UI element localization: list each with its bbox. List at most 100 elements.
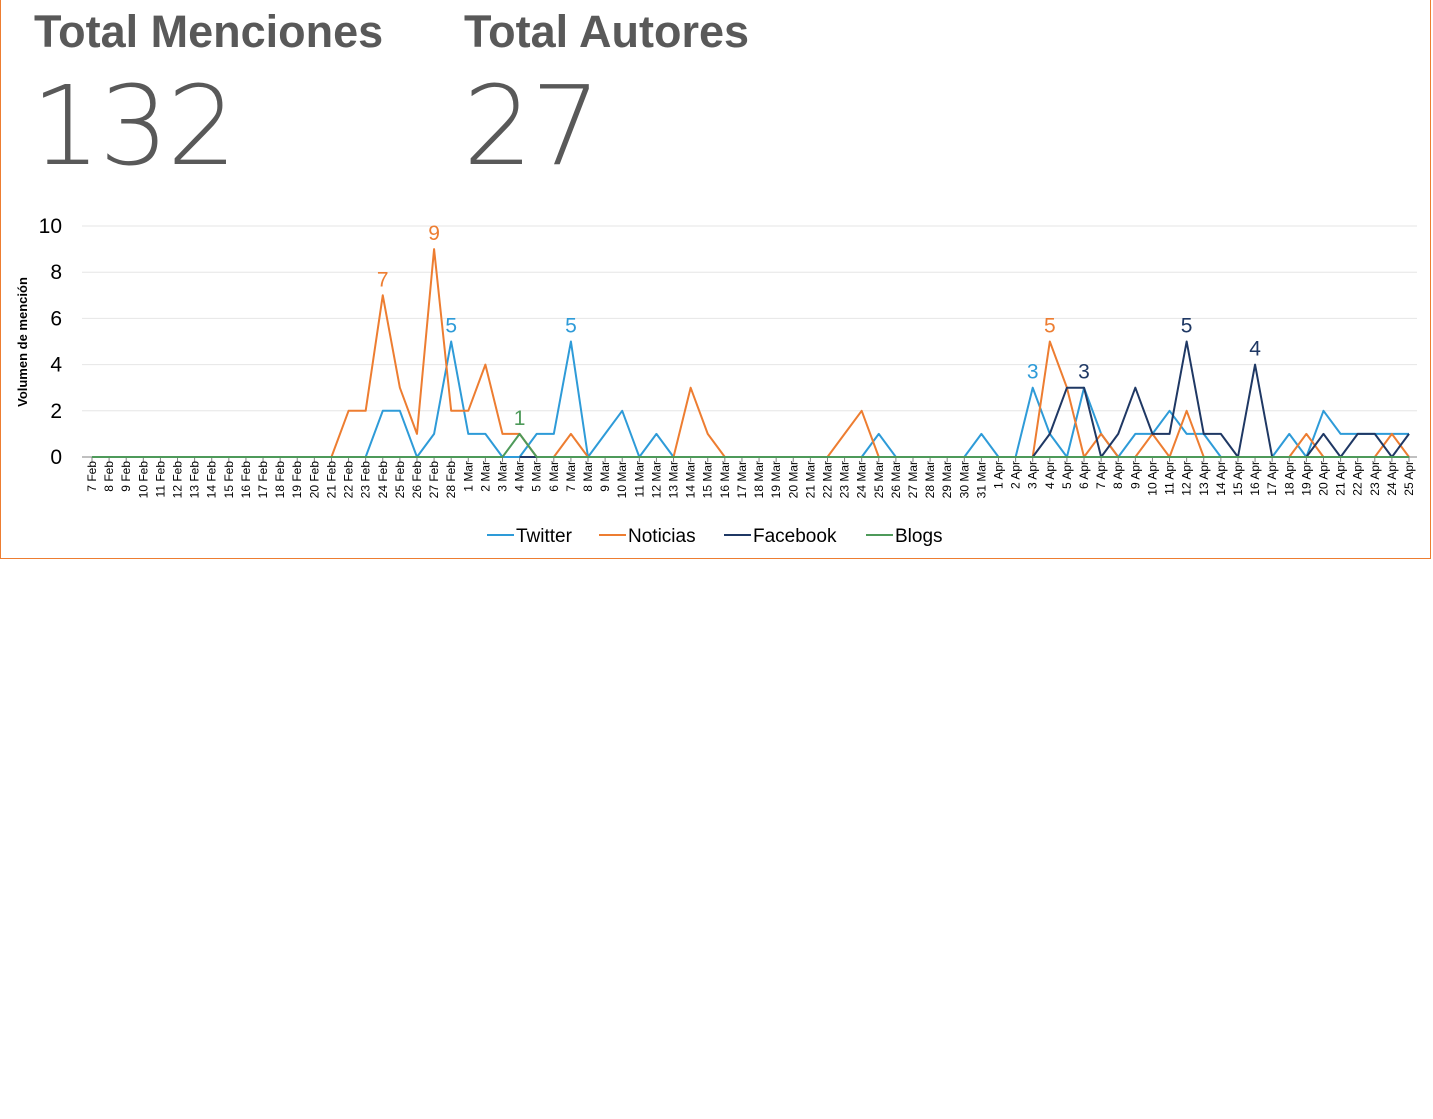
- x-tick-label: 14 Apr: [1214, 461, 1228, 496]
- x-tick-label: 10 Mar: [615, 461, 629, 498]
- x-tick-label: 10 Feb: [136, 461, 150, 499]
- x-tick-label: 20 Mar: [786, 461, 800, 498]
- chart-gridlines: [82, 225, 1417, 412]
- x-tick-label: 23 Apr: [1368, 461, 1382, 496]
- x-tick-label: 20 Apr: [1316, 461, 1330, 496]
- chart-series: [92, 248, 1410, 458]
- x-tick-label: 31 Mar: [974, 461, 988, 498]
- x-tick-label: 17 Feb: [256, 461, 270, 499]
- chart-legend[interactable]: Twitter Noticias Facebook Blogs: [487, 526, 943, 547]
- x-tick-label: 11 Feb: [153, 461, 167, 498]
- data-label: 7: [377, 268, 389, 291]
- legend-item-twitter[interactable]: Twitter: [487, 526, 573, 547]
- x-tick-label: 16 Apr: [1248, 461, 1262, 496]
- x-tick-label: 6 Mar: [547, 461, 561, 492]
- x-tick-label: 4 Mar: [513, 461, 527, 492]
- x-tick-label: 13 Apr: [1197, 461, 1211, 496]
- data-label: 9: [428, 222, 440, 245]
- legend-label: Twitter: [516, 526, 573, 547]
- x-tick-label: 25 Apr: [1402, 461, 1416, 496]
- x-tick-label: 3 Mar: [495, 461, 509, 492]
- x-tick-label: 25 Feb: [393, 461, 407, 499]
- x-tick-label: 19 Apr: [1299, 461, 1313, 496]
- y-tick-label: 4: [50, 354, 62, 377]
- x-tick-label: 5 Apr: [1060, 461, 1074, 489]
- x-tick-label: 15 Feb: [222, 461, 236, 499]
- x-tick-label: 28 Feb: [444, 461, 458, 499]
- data-label: 5: [445, 315, 457, 338]
- x-tick-label: 18 Mar: [752, 461, 766, 498]
- x-tick-label: 9 Apr: [1128, 461, 1142, 489]
- x-tick-label: 18 Feb: [273, 461, 287, 499]
- x-tick-label: 17 Mar: [735, 461, 749, 498]
- x-tick-label: 8 Apr: [1111, 461, 1125, 489]
- legend-item-noticias[interactable]: Noticias: [599, 526, 696, 547]
- x-tick-label: 13 Mar: [667, 461, 681, 498]
- series-line-blogs: [92, 432, 1409, 458]
- x-tick-label: 21 Feb: [324, 461, 338, 499]
- y-tick-label: 8: [50, 261, 62, 284]
- y-axis-label: Volumen de mención: [15, 277, 30, 407]
- x-tick-label: 30 Mar: [957, 461, 971, 498]
- x-tick-label: 14 Feb: [205, 461, 219, 499]
- legend-label: Noticias: [628, 526, 696, 547]
- x-tick-label: 16 Mar: [718, 461, 732, 498]
- data-label: 4: [1249, 338, 1261, 361]
- legend-label: Facebook: [753, 526, 837, 547]
- x-tick-label: 8 Feb: [102, 461, 116, 492]
- x-tick-label: 22 Apr: [1351, 461, 1365, 496]
- x-tick-label: 18 Apr: [1282, 461, 1296, 496]
- x-tick-label: 13 Feb: [188, 461, 202, 499]
- x-tick-label: 2 Apr: [1009, 461, 1023, 489]
- x-tick-label: 7 Mar: [564, 461, 578, 492]
- x-tick-label: 27 Mar: [906, 461, 920, 498]
- x-tick-label: 8 Mar: [581, 461, 595, 492]
- legend-item-blogs[interactable]: Blogs: [866, 526, 943, 547]
- x-tick-label: 9 Feb: [119, 461, 133, 492]
- x-tick-label: 11 Apr: [1163, 461, 1177, 495]
- x-tick-label: 12 Feb: [171, 461, 185, 499]
- x-tick-label: 26 Mar: [889, 461, 903, 498]
- data-label: 5: [1044, 315, 1056, 338]
- x-tick-label: 21 Apr: [1334, 461, 1348, 496]
- x-tick-label: 23 Feb: [359, 461, 373, 499]
- total-authors-label: Total Autores: [464, 6, 750, 57]
- data-label: 5: [565, 315, 577, 338]
- x-tick-label: 6 Apr: [1077, 461, 1091, 489]
- x-tick-label: 5 Mar: [530, 461, 544, 492]
- series-line-twitter: [92, 340, 1409, 458]
- legend-item-facebook[interactable]: Facebook: [724, 526, 837, 547]
- x-tick-label: 10 Apr: [1145, 461, 1159, 496]
- x-tick-label: 22 Feb: [342, 461, 356, 499]
- total-mentions-label: Total Menciones: [34, 6, 384, 57]
- x-tick-label: 17 Apr: [1265, 461, 1279, 496]
- y-tick-label: 2: [50, 400, 62, 423]
- series-line-noticias: [92, 248, 1410, 458]
- total-authors-value: 27: [463, 62, 601, 190]
- x-tick-label: 2 Mar: [478, 461, 492, 492]
- x-tick-label: 15 Apr: [1231, 461, 1245, 496]
- x-tick-label: 29 Mar: [940, 461, 954, 498]
- x-tick-label: 4 Apr: [1043, 461, 1057, 489]
- x-tick-label: 21 Mar: [803, 461, 817, 498]
- x-tick-label: 15 Mar: [701, 461, 715, 498]
- x-tick-label: 23 Mar: [838, 461, 852, 498]
- x-tick-label: 20 Feb: [307, 461, 321, 499]
- x-tick-label: 28 Mar: [923, 461, 937, 498]
- data-label: 1: [514, 407, 526, 430]
- y-axis: 0 2 4 6 8 10: [39, 215, 63, 469]
- x-tick-label: 12 Apr: [1180, 461, 1194, 496]
- x-tick-label: 19 Mar: [769, 461, 783, 498]
- x-tick-label: 24 Mar: [855, 461, 869, 498]
- x-tick-label: 19 Feb: [290, 461, 304, 499]
- series-line-facebook: [519, 340, 1410, 458]
- y-tick-label: 10: [39, 215, 62, 238]
- x-tick-label: 9 Mar: [598, 461, 612, 492]
- x-tick-label: 22 Mar: [820, 461, 834, 498]
- x-tick-label: 14 Mar: [684, 461, 698, 498]
- x-tick-label: 12 Mar: [649, 461, 663, 498]
- y-tick-label: 6: [50, 307, 62, 330]
